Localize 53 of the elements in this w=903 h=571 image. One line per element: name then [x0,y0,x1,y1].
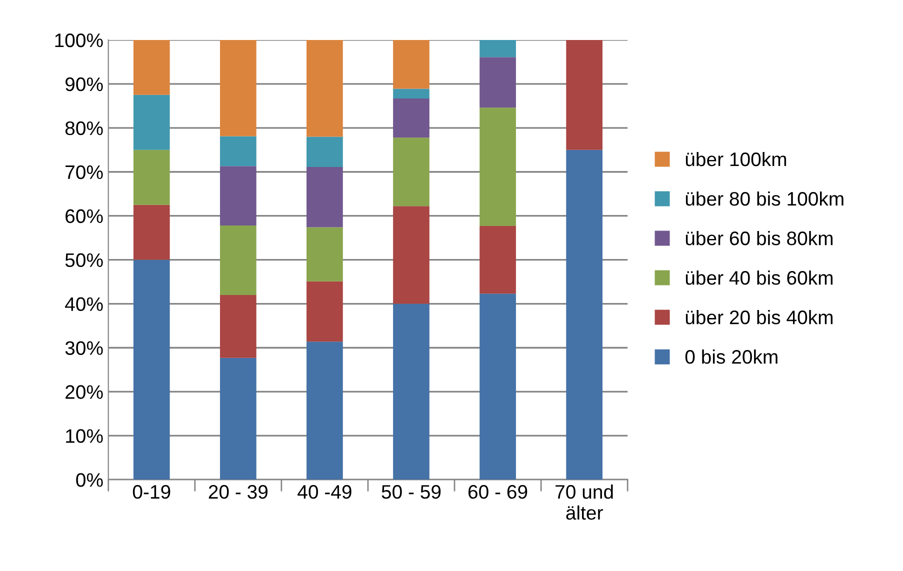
legend-label: über 60 bis 80km [686,230,833,246]
bar [393,206,430,304]
bar [220,226,256,295]
bar [306,40,343,137]
bar [220,358,256,480]
bar [306,227,343,282]
bar [133,94,170,150]
bar [220,136,256,166]
bar [133,150,170,205]
y-tick-label: 40% [65,297,103,312]
y-tick-label: 100% [55,33,103,48]
x-tick-label: 40 -49 [298,485,352,499]
bar [306,136,343,168]
bar [220,40,256,136]
x-tick-label: 0-19 [132,485,170,499]
x-tick-label: 20 - 39 [208,485,268,499]
bar [133,40,170,95]
legend-label: über 40 bis 60km [686,270,833,285]
bar [393,304,430,480]
bar [133,260,170,480]
legend-label: über 100km [686,152,786,166]
bar [480,226,516,294]
bar [480,108,516,226]
bar [480,57,516,108]
bar [306,342,343,480]
y-tick-label: 0% [76,473,103,487]
x-tick-label: 50 - 59 [382,485,441,499]
bar [480,40,516,58]
legend-label: über 20 bis 40km [686,310,833,324]
x-tick-label: 60 - 69 [468,485,528,499]
y-tick-label: 30% [65,341,103,355]
y-tick-label: 60% [66,209,103,224]
bar [306,167,343,228]
y-tick-label: 90% [65,77,103,92]
bar [566,40,602,150]
bar [306,281,343,342]
bar [220,294,256,358]
y-tick-label: 20% [66,385,103,399]
bar [393,98,430,138]
bar [220,166,256,226]
bar [393,138,430,206]
x-tick-label: 70 und älter [556,484,613,520]
bar [393,88,430,98]
y-tick-label: 10% [66,429,103,443]
legend-label: über 80 bis 100km [686,191,844,206]
y-tick-label: 80% [65,121,103,136]
bar [393,40,430,89]
y-tick-label: 70% [66,165,103,180]
bar [566,150,602,480]
legend-label: 0 bis 20km [685,350,778,364]
bar [480,294,516,480]
bar [133,204,170,260]
y-tick-label: 50% [65,253,103,268]
